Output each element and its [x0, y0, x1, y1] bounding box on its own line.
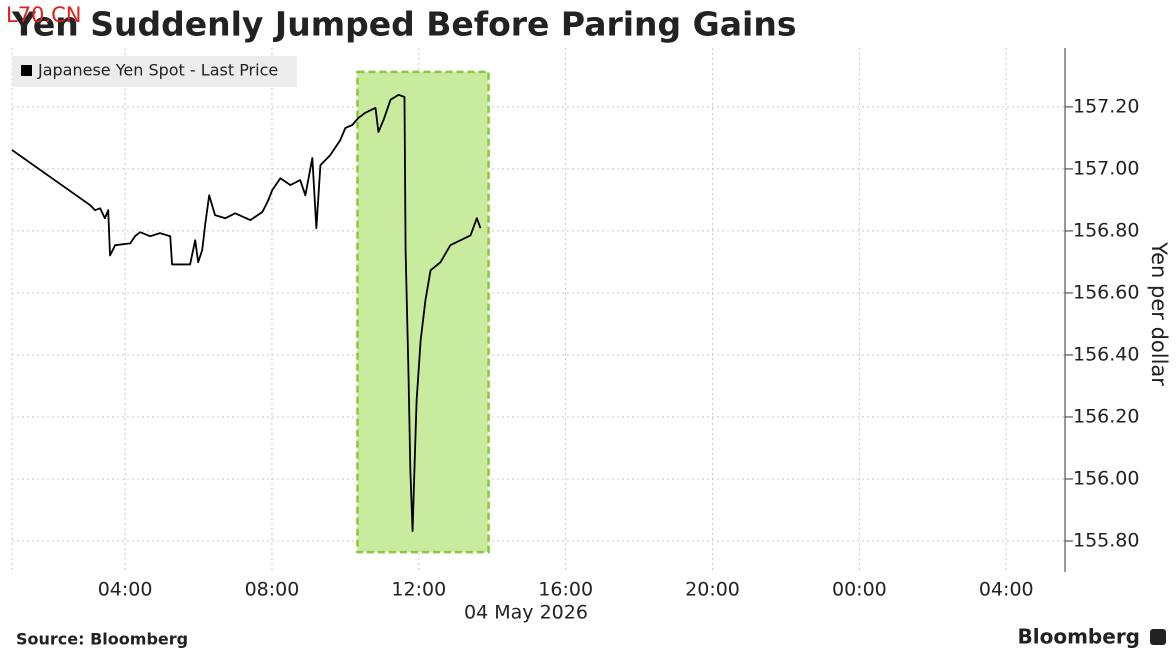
brand: Bloomberg	[1018, 625, 1140, 649]
chart-title: Yen Suddenly Jumped Before Paring Gains	[11, 5, 796, 44]
x-tick-label: 20:00	[685, 579, 740, 601]
x-tick-label: 04:00	[979, 579, 1034, 601]
x-tick-label: 08:00	[245, 579, 300, 601]
source: Source: Bloomberg	[16, 630, 188, 649]
x-tick-label: 04:00	[98, 579, 153, 601]
y-tick-label: 156.60	[1073, 281, 1139, 303]
highlight-box	[356, 70, 490, 554]
x-tick-label: 16:00	[538, 579, 593, 601]
line-series	[11, 93, 482, 532]
y-tick-label: 156.20	[1073, 405, 1139, 427]
y-tick-label: 156.80	[1073, 219, 1139, 241]
x-axis-label: 04 May 2026	[464, 602, 588, 624]
plot-area: 04:00 08:00 12:00 16:00 20:00 00:00 04:00 155.8…	[11, 48, 1139, 601]
y-tick-label: 155.80	[1073, 529, 1139, 551]
y-tick-label: 157.20	[1073, 95, 1139, 117]
legend-label: Japanese Yen Spot - Last Price	[37, 61, 278, 80]
x-tick-label: 00:00	[832, 579, 887, 601]
legend-swatch	[21, 65, 32, 76]
y-tick-label: 156.00	[1073, 467, 1139, 489]
watermark: L70.CN	[6, 3, 81, 27]
brand-icon	[1150, 629, 1166, 645]
y-tick-label: 157.00	[1073, 157, 1139, 179]
y-axis-label: Yen per dollar	[1147, 241, 1171, 386]
x-tick-label: 12:00	[391, 579, 446, 601]
legend	[12, 56, 297, 87]
y-tick-label: 156.40	[1073, 343, 1139, 365]
